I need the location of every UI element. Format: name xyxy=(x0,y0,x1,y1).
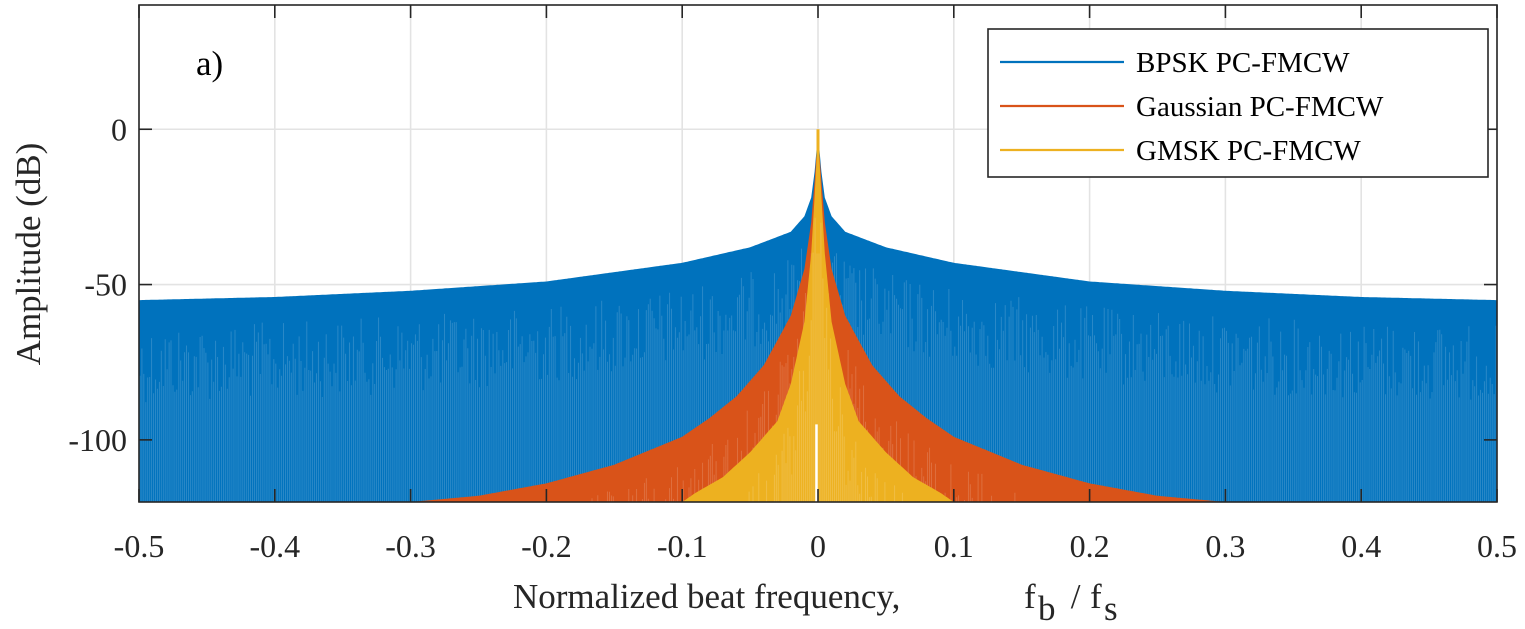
series-2 xyxy=(139,129,1497,502)
y-tick-labels: 0 -50 -100 xyxy=(68,111,127,458)
y-axis-label: Amplitude (dB) xyxy=(9,143,48,366)
series-2-envelope xyxy=(139,129,1497,502)
svg-text:/: / xyxy=(1062,577,1089,616)
series-group xyxy=(139,129,1497,502)
ticks xyxy=(138,5,1498,502)
series-2-texture xyxy=(748,179,903,502)
y-tick-label-0: 0 xyxy=(111,111,127,147)
svg-text:s: s xyxy=(1104,589,1118,628)
x-axis-symbol-f2: f xyxy=(1090,577,1102,616)
x-tick-label-6: 0.1 xyxy=(934,528,974,564)
legend-label-2: GMSK PC-FMCW xyxy=(1136,135,1361,167)
x-tick-label-5: 0 xyxy=(810,528,826,564)
panel-label: a) xyxy=(196,44,223,83)
y-tick-label-2: -100 xyxy=(68,422,127,458)
x-tick-label-4: -0.1 xyxy=(657,528,708,564)
center-peak xyxy=(815,129,820,502)
x-tick-label-1: -0.4 xyxy=(249,528,300,564)
x-tick-label-7: 0.2 xyxy=(1070,528,1110,564)
svg-text:f: f xyxy=(1024,577,1036,616)
x-tick-label-3: -0.2 xyxy=(521,528,572,564)
x-axis-symbol: f b / f s xyxy=(1024,577,1118,628)
x-axis-symbol-sub2: s xyxy=(1104,589,1118,628)
legend-label-0: BPSK PC-FMCW xyxy=(1136,47,1350,79)
x-axis-symbol-sub1: b xyxy=(1038,589,1056,628)
x-axis-symbol-slash: / xyxy=(1062,577,1089,616)
x-tick-label-10: 0.5 xyxy=(1477,528,1517,564)
x-tick-labels: -0.5 -0.4 -0.3 -0.2 -0.1 0 0.1 0.2 0.3 0.4 0.5 xyxy=(114,528,1517,564)
y-tick-label-1: -50 xyxy=(84,267,127,303)
svg-text:f: f xyxy=(1090,577,1102,616)
legend-box xyxy=(987,28,1489,178)
x-tick-label-0: -0.5 xyxy=(114,528,165,564)
legend-label-1: Gaussian PC-FMCW xyxy=(1136,91,1384,123)
x-tick-label-9: 0.4 xyxy=(1341,528,1381,564)
x-axis-symbol-f1: f xyxy=(1024,577,1036,616)
legend: BPSK PC-FMCW Gaussian PC-FMCW GMSK PC-FMCW xyxy=(987,28,1489,178)
x-tick-label-8: 0.3 xyxy=(1205,528,1245,564)
x-tick-label-2: -0.3 xyxy=(385,528,436,564)
x-axis-label: Normalized beat frequency, xyxy=(513,577,900,616)
svg-text:b: b xyxy=(1038,589,1056,628)
